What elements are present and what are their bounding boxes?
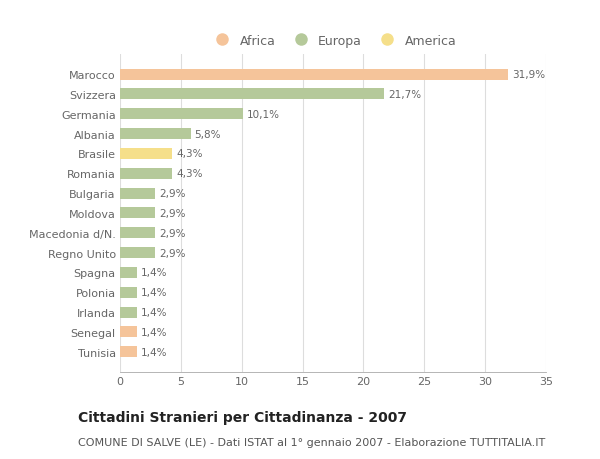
Text: 4,3%: 4,3%: [176, 149, 202, 159]
Text: 21,7%: 21,7%: [388, 90, 421, 100]
Text: 2,9%: 2,9%: [159, 208, 185, 218]
Bar: [120, 109, 243, 120]
Text: 10,1%: 10,1%: [247, 110, 280, 119]
Bar: [120, 208, 155, 219]
Text: 31,9%: 31,9%: [512, 70, 545, 80]
Bar: [120, 228, 155, 239]
Bar: [120, 287, 137, 298]
Bar: [120, 69, 508, 80]
Bar: [120, 307, 137, 318]
Bar: [120, 267, 137, 278]
Bar: [120, 327, 137, 338]
Text: 1,4%: 1,4%: [140, 288, 167, 297]
Text: 1,4%: 1,4%: [140, 327, 167, 337]
Bar: [120, 188, 155, 199]
Bar: [120, 149, 172, 160]
Text: 2,9%: 2,9%: [159, 248, 185, 258]
Legend: Africa, Europa, America: Africa, Europa, America: [205, 30, 461, 53]
Text: Cittadini Stranieri per Cittadinanza - 2007: Cittadini Stranieri per Cittadinanza - 2…: [78, 411, 407, 425]
Text: 1,4%: 1,4%: [140, 268, 167, 278]
Text: 1,4%: 1,4%: [140, 308, 167, 317]
Text: 2,9%: 2,9%: [159, 228, 185, 238]
Bar: [120, 347, 137, 358]
Text: 2,9%: 2,9%: [159, 189, 185, 199]
Text: COMUNE DI SALVE (LE) - Dati ISTAT al 1° gennaio 2007 - Elaborazione TUTTITALIA.I: COMUNE DI SALVE (LE) - Dati ISTAT al 1° …: [78, 437, 545, 448]
Bar: [120, 168, 172, 179]
Text: 4,3%: 4,3%: [176, 169, 202, 179]
Text: 5,8%: 5,8%: [194, 129, 221, 139]
Bar: [120, 247, 155, 258]
Bar: [120, 129, 191, 140]
Text: 1,4%: 1,4%: [140, 347, 167, 357]
Bar: [120, 89, 384, 100]
